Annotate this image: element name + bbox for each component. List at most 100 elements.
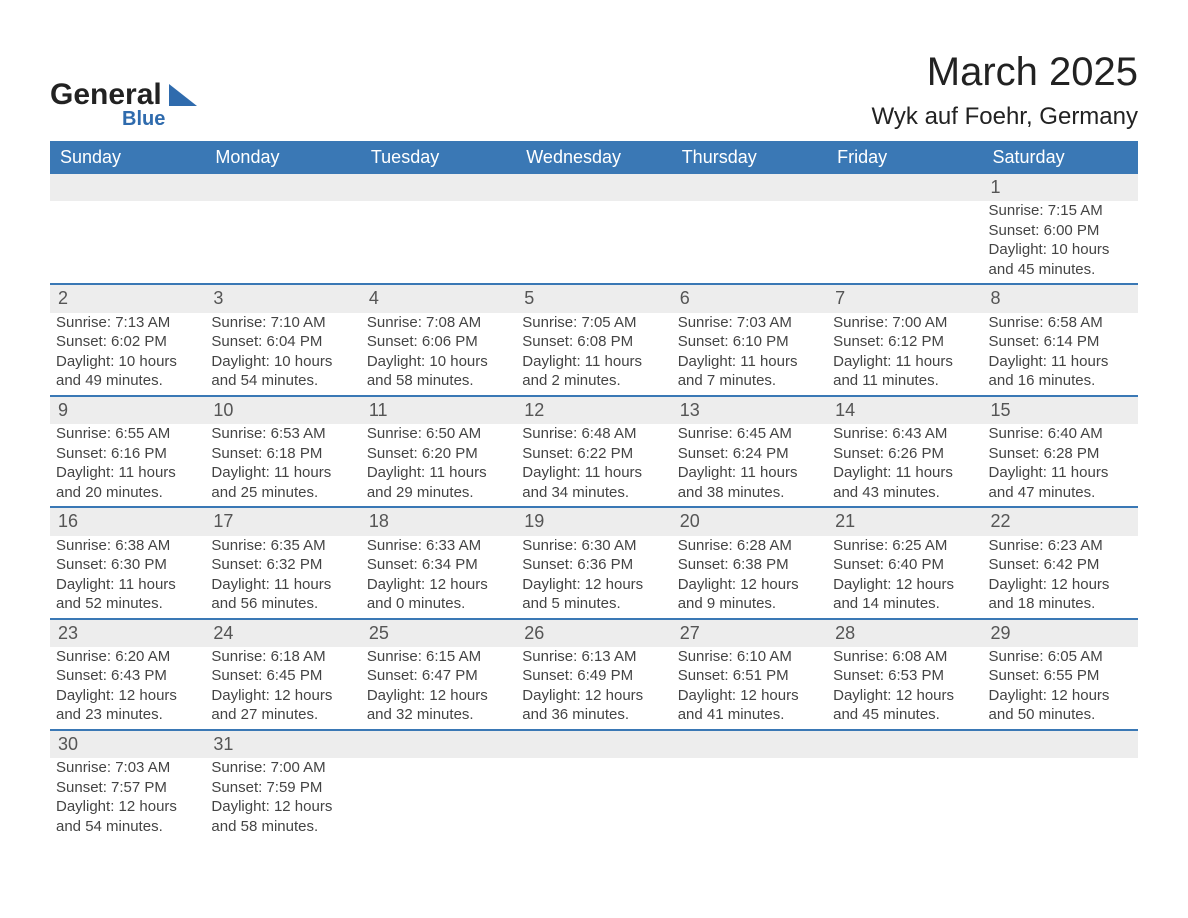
daylight-text: and 18 minutes. (989, 594, 1132, 614)
sunset-text: Sunset: 6:10 PM (678, 332, 821, 352)
sunset-text: Sunset: 6:12 PM (833, 332, 976, 352)
day-detail-cell (516, 758, 671, 840)
day-number-cell: 8 (983, 284, 1138, 312)
location-text: Wyk auf Foehr, Germany (871, 103, 1138, 131)
daylight-text: and 16 minutes. (989, 371, 1132, 391)
weekday-header: Tuesday (361, 141, 516, 174)
sunrise-text: Sunrise: 6:05 AM (989, 647, 1132, 667)
weekday-header: Thursday (672, 141, 827, 174)
sunset-text: Sunset: 6:28 PM (989, 444, 1132, 464)
sunset-text: Sunset: 6:26 PM (833, 444, 976, 464)
day-detail-cell: Sunrise: 7:05 AMSunset: 6:08 PMDaylight:… (516, 313, 671, 396)
sunrise-text: Sunrise: 6:33 AM (367, 536, 510, 556)
sunrise-text: Sunrise: 6:23 AM (989, 536, 1132, 556)
day-detail-cell: Sunrise: 7:03 AMSunset: 6:10 PMDaylight:… (672, 313, 827, 396)
day-number-cell: 11 (361, 396, 516, 424)
daylight-text: and 20 minutes. (56, 483, 199, 503)
daylight-text: and 14 minutes. (833, 594, 976, 614)
sunset-text: Sunset: 6:30 PM (56, 555, 199, 575)
weekday-header-row: Sunday Monday Tuesday Wednesday Thursday… (50, 141, 1138, 174)
day-detail-row: Sunrise: 7:15 AMSunset: 6:00 PMDaylight:… (50, 201, 1138, 284)
brand-logo: General Blue (50, 80, 197, 131)
day-detail-cell (827, 758, 982, 840)
sunrise-text: Sunrise: 7:08 AM (367, 313, 510, 333)
daylight-text: and 23 minutes. (56, 705, 199, 725)
day-detail-cell: Sunrise: 6:05 AMSunset: 6:55 PMDaylight:… (983, 647, 1138, 730)
sunrise-text: Sunrise: 7:03 AM (56, 758, 199, 778)
day-detail-cell: Sunrise: 6:43 AMSunset: 6:26 PMDaylight:… (827, 424, 982, 507)
day-detail-cell: Sunrise: 7:10 AMSunset: 6:04 PMDaylight:… (205, 313, 360, 396)
day-number-cell: 2 (50, 284, 205, 312)
day-detail-cell: Sunrise: 6:53 AMSunset: 6:18 PMDaylight:… (205, 424, 360, 507)
sunset-text: Sunset: 6:40 PM (833, 555, 976, 575)
day-detail-cell: Sunrise: 6:45 AMSunset: 6:24 PMDaylight:… (672, 424, 827, 507)
daylight-text: Daylight: 10 hours (989, 240, 1132, 260)
daylight-text: Daylight: 12 hours (833, 575, 976, 595)
sunrise-text: Sunrise: 7:13 AM (56, 313, 199, 333)
daylight-text: Daylight: 12 hours (56, 797, 199, 817)
daylight-text: Daylight: 12 hours (989, 575, 1132, 595)
day-detail-row: Sunrise: 6:20 AMSunset: 6:43 PMDaylight:… (50, 647, 1138, 730)
daylight-text: and 7 minutes. (678, 371, 821, 391)
daylight-text: and 41 minutes. (678, 705, 821, 725)
sunrise-text: Sunrise: 7:05 AM (522, 313, 665, 333)
daylight-text: Daylight: 11 hours (211, 575, 354, 595)
sunset-text: Sunset: 6:51 PM (678, 666, 821, 686)
day-number-cell: 27 (672, 619, 827, 647)
day-number-cell: 5 (516, 284, 671, 312)
sunset-text: Sunset: 6:38 PM (678, 555, 821, 575)
brand-sub: Blue (122, 108, 165, 131)
day-detail-cell (205, 201, 360, 284)
daylight-text: Daylight: 11 hours (678, 463, 821, 483)
page-title: March 2025 (871, 50, 1138, 95)
day-number-cell: 22 (983, 507, 1138, 535)
title-block: March 2025 Wyk auf Foehr, Germany (871, 50, 1138, 131)
day-number-cell: 19 (516, 507, 671, 535)
day-number-cell: 4 (361, 284, 516, 312)
day-detail-cell: Sunrise: 6:48 AMSunset: 6:22 PMDaylight:… (516, 424, 671, 507)
sunset-text: Sunset: 6:42 PM (989, 555, 1132, 575)
day-number-cell: 16 (50, 507, 205, 535)
daylight-text: Daylight: 11 hours (678, 352, 821, 372)
day-detail-cell: Sunrise: 6:55 AMSunset: 6:16 PMDaylight:… (50, 424, 205, 507)
day-number-cell: 15 (983, 396, 1138, 424)
sunrise-text: Sunrise: 6:18 AM (211, 647, 354, 667)
daylight-text: and 45 minutes. (989, 260, 1132, 280)
day-detail-cell: Sunrise: 6:13 AMSunset: 6:49 PMDaylight:… (516, 647, 671, 730)
day-number-cell: 31 (205, 730, 360, 758)
day-detail-row: Sunrise: 6:38 AMSunset: 6:30 PMDaylight:… (50, 536, 1138, 619)
day-detail-cell (672, 201, 827, 284)
sunrise-text: Sunrise: 6:45 AM (678, 424, 821, 444)
day-detail-cell: Sunrise: 7:00 AMSunset: 7:59 PMDaylight:… (205, 758, 360, 840)
day-number-row: 1 (50, 174, 1138, 201)
daylight-text: Daylight: 12 hours (678, 686, 821, 706)
day-number-cell (361, 730, 516, 758)
sunrise-text: Sunrise: 6:20 AM (56, 647, 199, 667)
daylight-text: and 0 minutes. (367, 594, 510, 614)
daylight-text: Daylight: 11 hours (211, 463, 354, 483)
sunrise-text: Sunrise: 6:15 AM (367, 647, 510, 667)
sunset-text: Sunset: 6:08 PM (522, 332, 665, 352)
sunset-text: Sunset: 6:36 PM (522, 555, 665, 575)
day-number-cell (827, 730, 982, 758)
day-detail-row: Sunrise: 7:03 AMSunset: 7:57 PMDaylight:… (50, 758, 1138, 840)
sunset-text: Sunset: 6:45 PM (211, 666, 354, 686)
day-number-cell: 10 (205, 396, 360, 424)
day-detail-cell: Sunrise: 6:30 AMSunset: 6:36 PMDaylight:… (516, 536, 671, 619)
sunrise-text: Sunrise: 6:58 AM (989, 313, 1132, 333)
sunset-text: Sunset: 6:47 PM (367, 666, 510, 686)
day-detail-cell: Sunrise: 6:50 AMSunset: 6:20 PMDaylight:… (361, 424, 516, 507)
sunset-text: Sunset: 6:14 PM (989, 332, 1132, 352)
day-number-cell: 30 (50, 730, 205, 758)
daylight-text: and 52 minutes. (56, 594, 199, 614)
day-number-cell: 25 (361, 619, 516, 647)
day-number-cell (827, 174, 982, 201)
daylight-text: and 9 minutes. (678, 594, 821, 614)
daylight-text: Daylight: 11 hours (56, 463, 199, 483)
daylight-text: Daylight: 12 hours (833, 686, 976, 706)
daylight-text: Daylight: 11 hours (989, 352, 1132, 372)
day-detail-cell: Sunrise: 7:03 AMSunset: 7:57 PMDaylight:… (50, 758, 205, 840)
day-number-row: 9101112131415 (50, 396, 1138, 424)
sunrise-text: Sunrise: 6:50 AM (367, 424, 510, 444)
daylight-text: Daylight: 10 hours (56, 352, 199, 372)
